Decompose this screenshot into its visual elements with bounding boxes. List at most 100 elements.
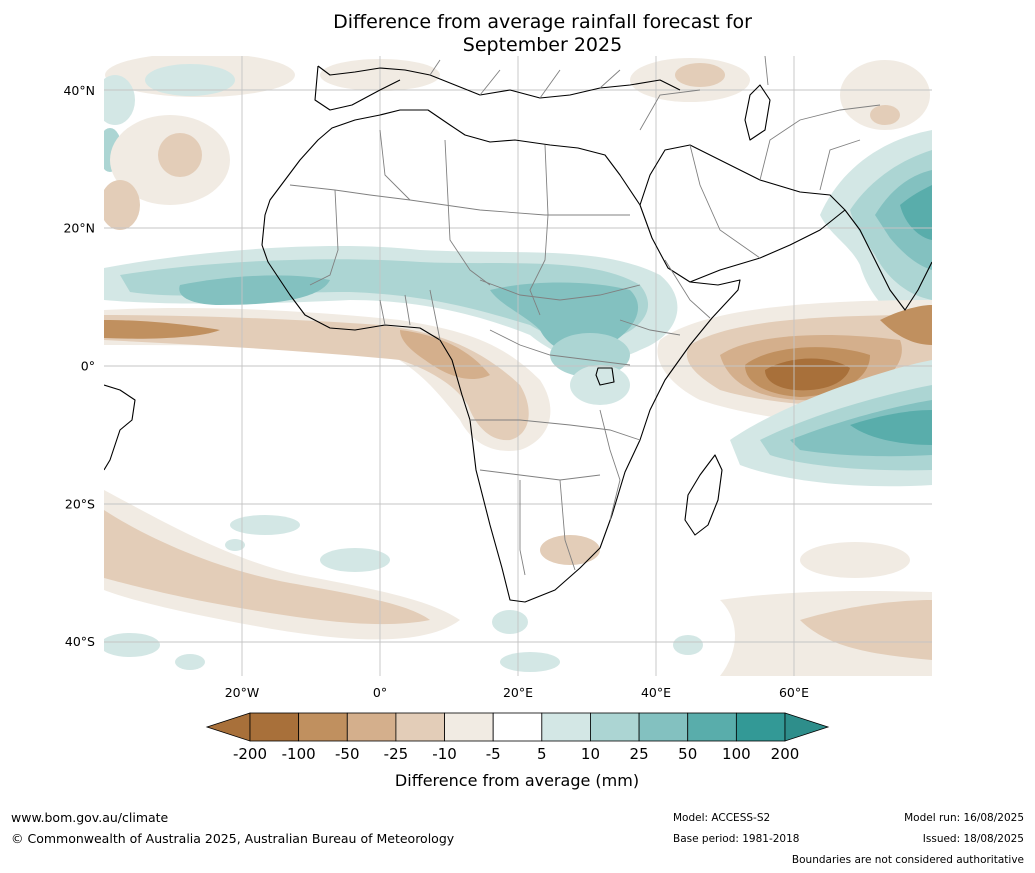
colorbar-segment xyxy=(590,712,640,742)
boundary-line xyxy=(444,139,491,286)
lat-tick-label: 20°N xyxy=(63,221,95,236)
colorbar-tick-label: 25 xyxy=(630,745,649,763)
longitude-labels: 20°W 0° 20°E 40°E 60°E xyxy=(225,685,809,700)
colorbar-segment xyxy=(638,712,689,742)
colorbar-segment xyxy=(687,712,737,742)
boundary-line xyxy=(819,139,861,191)
colorbar-legend: -200 -100 -50 -25 -10 -5 5 10 25 50 100 200 Differe… xyxy=(205,712,830,790)
map-gridlines xyxy=(104,56,932,676)
boundary-line xyxy=(599,409,621,521)
colorbar-segment xyxy=(735,712,786,742)
colorbar-tick-label: 50 xyxy=(678,745,697,763)
colorbar-segment xyxy=(346,712,397,742)
boundary-line xyxy=(489,329,631,366)
boundary-line xyxy=(479,69,501,96)
colorbar-segment xyxy=(298,712,348,742)
coastlines xyxy=(104,65,932,603)
colorbar-tick-label: 100 xyxy=(722,745,751,763)
colorbar-extend-low xyxy=(205,712,251,742)
footer-disclaimer: Boundaries are not considered authoritat… xyxy=(791,854,1024,866)
anomaly-region xyxy=(880,305,932,345)
anomaly-region xyxy=(104,633,160,657)
colorbar-segment xyxy=(492,712,543,742)
boundary-line xyxy=(429,59,441,76)
anomaly-region xyxy=(800,600,932,660)
anomaly-region xyxy=(673,635,703,655)
colorbar-tick-label: -100 xyxy=(282,745,316,763)
anomaly-region xyxy=(104,510,430,625)
map-area xyxy=(104,56,932,676)
anomaly-region xyxy=(104,180,140,230)
colorbar-tick-label: 5 xyxy=(537,745,547,763)
colorbar-segment xyxy=(395,712,445,742)
anomaly-region xyxy=(675,63,725,87)
footer-model-run: Model run: 16/08/2025 xyxy=(904,812,1024,824)
map-title-line-1: Difference from average rainfall forecas… xyxy=(333,11,752,33)
boundary-line xyxy=(539,69,561,99)
boundary-line xyxy=(379,299,386,326)
boundary-line xyxy=(479,279,641,301)
colorbar-tick-label: 10 xyxy=(581,745,600,763)
political-boundaries xyxy=(289,56,881,576)
colorbar-segment xyxy=(249,712,300,742)
boundary-line xyxy=(529,144,549,316)
madagascar-coastline xyxy=(684,454,723,536)
anomaly-region xyxy=(230,515,300,535)
anomaly-region xyxy=(225,539,245,551)
anomaly-region xyxy=(492,610,528,634)
colorbar-tick-label: -200 xyxy=(233,745,267,763)
boundary-line xyxy=(664,259,711,319)
latitude-labels: 40°N 20°N 0° 20°S 40°S xyxy=(63,83,95,649)
india-coastline xyxy=(844,209,932,311)
anomaly-region xyxy=(175,654,205,670)
boundary-line xyxy=(559,479,576,571)
colorbar-tick-label: 200 xyxy=(771,745,800,763)
lon-tick-label: 0° xyxy=(373,685,387,700)
boundary-line xyxy=(429,289,441,341)
colorbar-tick-label: -25 xyxy=(384,745,409,763)
anomaly-region xyxy=(900,185,932,240)
footer-copyright: © Commonwealth of Australia 2025, Austra… xyxy=(11,831,455,846)
anomaly-region xyxy=(840,60,930,130)
lon-tick-label: 60°E xyxy=(779,685,809,700)
anomaly-region xyxy=(104,320,220,339)
colorbar-segments xyxy=(249,712,786,742)
boundary-line xyxy=(639,89,701,131)
boundary-line xyxy=(404,294,411,326)
footer-model: Model: ACCESS-S2 xyxy=(673,812,771,824)
colorbar-tick-labels: -200 -100 -50 -25 -10 -5 5 10 25 50 100 200 xyxy=(233,745,799,763)
africa-coastline xyxy=(261,109,741,603)
colorbar-segment xyxy=(444,712,494,742)
colorbar-title: Difference from average (mm) xyxy=(395,771,639,790)
anomaly-region xyxy=(145,64,235,96)
colorbar-segment xyxy=(541,712,591,742)
lon-tick-label: 40°E xyxy=(641,685,671,700)
anomaly-region xyxy=(800,542,910,578)
boundary-line xyxy=(764,56,769,86)
lat-tick-label: 40°N xyxy=(63,83,95,98)
footer-base-period: Base period: 1981-2018 xyxy=(673,833,800,845)
boundary-line xyxy=(379,129,411,201)
lat-tick-label: 40°S xyxy=(65,634,95,649)
boundary-line xyxy=(619,319,681,336)
anomaly-region xyxy=(158,133,202,177)
caspian-coastline xyxy=(744,84,771,141)
lat-tick-label: 20°S xyxy=(65,496,95,511)
footer-website: www.bom.gov.au/climate xyxy=(11,810,169,825)
boundary-line xyxy=(599,69,621,89)
boundary-line xyxy=(479,469,601,481)
boundary-line xyxy=(519,480,526,576)
anomaly-region xyxy=(540,535,600,565)
boundary-line xyxy=(759,104,881,181)
anomaly-region xyxy=(104,75,135,125)
colorbar-tick-label: -50 xyxy=(335,745,360,763)
colorbar-extend-high xyxy=(784,712,830,742)
anomaly-region xyxy=(870,105,900,125)
boundary-line xyxy=(689,144,761,259)
colorbar-tick-label: -10 xyxy=(432,745,457,763)
lon-tick-label: 20°E xyxy=(503,685,533,700)
anomaly-region xyxy=(850,410,932,445)
footer-issued: Issued: 18/08/2025 xyxy=(922,833,1024,845)
anomaly-fields xyxy=(104,56,932,676)
